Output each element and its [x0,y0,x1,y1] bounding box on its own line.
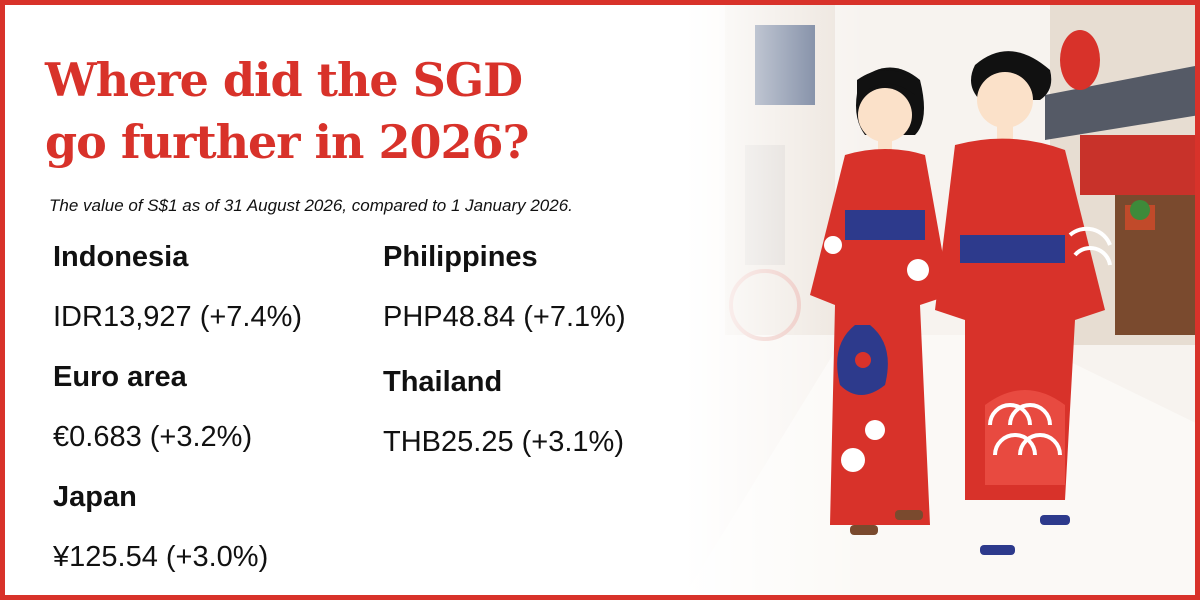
exchange-rate: €0.683 (+3.2%) [53,421,253,453]
exchange-rate: THB25.25 (+3.1%) [383,426,624,458]
man-figure [935,51,1112,555]
country-name: Euro area [53,361,187,393]
country-name: Philippines [383,241,538,273]
title-line: Where did the SGD [45,53,523,107]
exchange-rate: PHP48.84 (+7.1%) [383,301,626,333]
illustration [685,5,1195,595]
woman-figure [810,67,950,535]
title-line: go further in 2026? [45,115,529,169]
country-name: Indonesia [53,241,189,273]
country-name: Japan [53,481,137,513]
country-name: Thailand [383,366,503,398]
exchange-rate: IDR13,927 (+7.4%) [53,301,303,333]
subtitle: The value of S$1 as of 31 August 2026, c… [49,196,573,215]
exchange-rate: ¥125.54 (+3.0%) [53,541,269,573]
